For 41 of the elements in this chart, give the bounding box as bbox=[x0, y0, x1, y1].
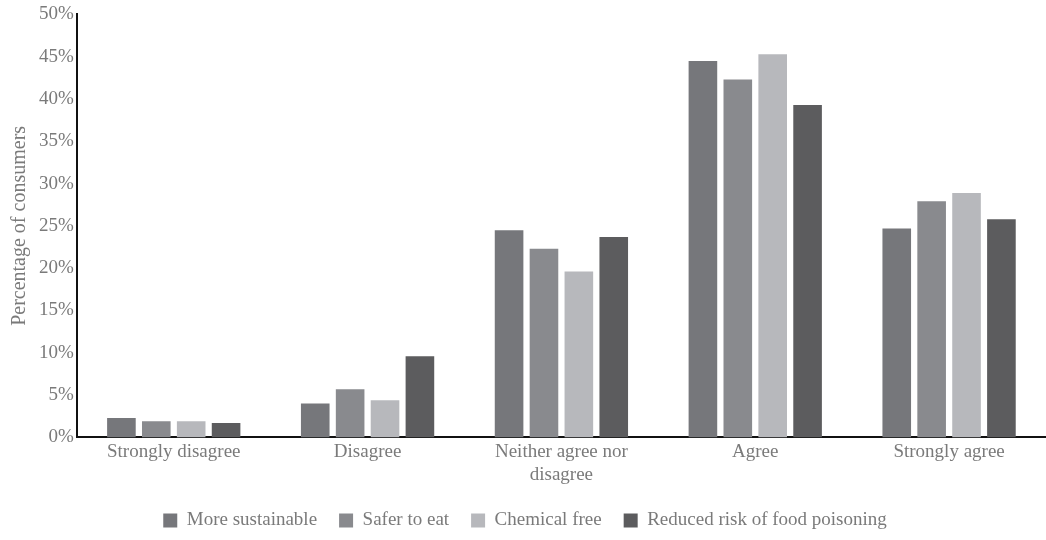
bar bbox=[882, 228, 912, 438]
bar bbox=[723, 79, 753, 438]
x-tick-label: Disagree bbox=[333, 439, 402, 461]
bar bbox=[211, 423, 241, 438]
bar bbox=[688, 60, 718, 438]
y-tick-label: 25% bbox=[39, 213, 74, 235]
bar bbox=[494, 230, 524, 438]
y-tick-label: 20% bbox=[39, 256, 74, 278]
y-tick-label: 5% bbox=[48, 383, 74, 405]
x-tick-label: Agree bbox=[732, 439, 779, 461]
bar bbox=[176, 421, 206, 438]
bar bbox=[952, 192, 981, 438]
bar bbox=[987, 219, 1016, 438]
y-tick-label: 45% bbox=[39, 44, 74, 66]
bar bbox=[529, 248, 559, 438]
legend-label: Reduced risk of food poisoning bbox=[647, 508, 888, 530]
y-tick-label: 15% bbox=[39, 298, 74, 320]
legend-label: Safer to eat bbox=[362, 508, 450, 530]
bar bbox=[107, 417, 136, 438]
bar bbox=[300, 403, 330, 438]
x-tick-label: Strongly disagree bbox=[106, 439, 241, 461]
legend-label: Chemical free bbox=[494, 508, 602, 530]
x-tick-label: Neither agree nor disagree bbox=[494, 439, 629, 484]
y-tick-label: 30% bbox=[39, 171, 74, 193]
bar bbox=[335, 389, 365, 438]
y-tick-label: 0% bbox=[48, 425, 74, 447]
bar bbox=[405, 356, 435, 438]
y-tick-label: 50% bbox=[39, 2, 74, 24]
y-axis-title: Percentage of consumers bbox=[7, 125, 31, 326]
y-tick-label: 40% bbox=[39, 86, 74, 108]
bar bbox=[917, 201, 946, 438]
bar bbox=[793, 104, 822, 438]
bar bbox=[758, 54, 787, 438]
x-tick-label: Strongly agree bbox=[893, 439, 1005, 461]
y-tick-label: 35% bbox=[39, 129, 74, 151]
bar bbox=[370, 400, 400, 438]
y-tick-label: 10% bbox=[39, 340, 74, 362]
bar bbox=[564, 271, 594, 438]
bar bbox=[599, 236, 629, 438]
legend-label: More sustainable bbox=[186, 508, 318, 530]
bar bbox=[141, 421, 171, 438]
